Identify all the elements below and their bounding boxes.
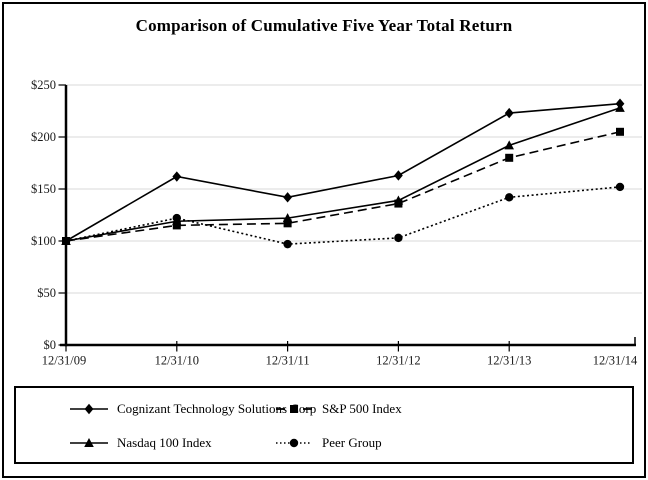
y-tick-label: $50 xyxy=(37,286,56,300)
x-tick-label: 12/31/14 xyxy=(593,354,638,368)
series-3-marker xyxy=(172,213,181,223)
series-2-marker xyxy=(504,140,514,150)
legend-box: Cognizant Technology Solutions Corp S&P … xyxy=(14,386,634,464)
series-0-marker xyxy=(394,170,403,181)
series-3-marker xyxy=(505,193,514,202)
series-1-marker xyxy=(616,127,624,136)
chart-title: Comparison of Cumulative Five Year Total… xyxy=(135,16,513,35)
x-tick-label: 12/31/13 xyxy=(487,354,531,368)
series-0-marker xyxy=(283,192,292,203)
legend-item-sp500: S&P 500 Index xyxy=(274,402,402,416)
series-0-marker xyxy=(504,107,514,119)
x-tick-label: 12/31/11 xyxy=(266,354,310,368)
series-1-marker xyxy=(172,221,181,230)
y-tick-label: $0 xyxy=(44,338,57,352)
legend-label-nasdaq100: Nasdaq 100 Index xyxy=(117,435,212,450)
series-2-marker xyxy=(282,213,293,223)
legend-item-nasdaq100: Nasdaq 100 Index xyxy=(69,436,212,450)
legend-triangle-marker-icon xyxy=(70,438,108,447)
legend-label-cognizant: Cognizant Technology Solutions Corp xyxy=(117,401,317,416)
legend-marker xyxy=(84,403,94,415)
legend-marker xyxy=(84,438,94,447)
y-tick-label: $200 xyxy=(31,130,56,144)
series-3-marker xyxy=(615,182,625,192)
series-1-marker xyxy=(283,219,292,228)
legend-square-marker-icon xyxy=(276,405,312,413)
series-1-marker xyxy=(505,153,514,162)
series-2-marker xyxy=(615,102,625,112)
legend-label-sp500: S&P 500 Index xyxy=(322,401,402,416)
series-3-marker xyxy=(61,236,71,246)
series-2-marker xyxy=(393,195,404,205)
y-tick-label: $100 xyxy=(31,234,56,248)
legend-marker xyxy=(289,438,299,448)
legend-item-peer-group: Peer Group xyxy=(274,436,382,450)
x-tick-label: 12/31/09 xyxy=(42,354,86,368)
legend-diamond-marker-icon xyxy=(70,403,108,415)
x-tick-label: 12/31/10 xyxy=(155,354,199,368)
series-0-marker xyxy=(172,171,182,182)
series-line-3 xyxy=(65,186,621,245)
legend-item-cognizant: Cognizant Technology Solutions Corp xyxy=(69,402,316,416)
series-3-marker xyxy=(283,239,292,249)
legend-marker xyxy=(290,405,298,413)
y-tick-label: $250 xyxy=(31,78,56,92)
series-line-2 xyxy=(65,107,621,242)
legend-label-peer-group: Peer Group xyxy=(322,435,382,450)
y-tick-label: $150 xyxy=(31,182,56,196)
series-3-marker xyxy=(394,233,403,243)
chart-canvas: $0 $50 $100 $150 $200 $250 12/31/09 12/31/10 12/… xyxy=(31,78,642,368)
series-line-0 xyxy=(65,102,621,242)
legend-circle-marker-icon xyxy=(276,438,312,448)
x-tick-label: 12/31/12 xyxy=(376,354,420,368)
